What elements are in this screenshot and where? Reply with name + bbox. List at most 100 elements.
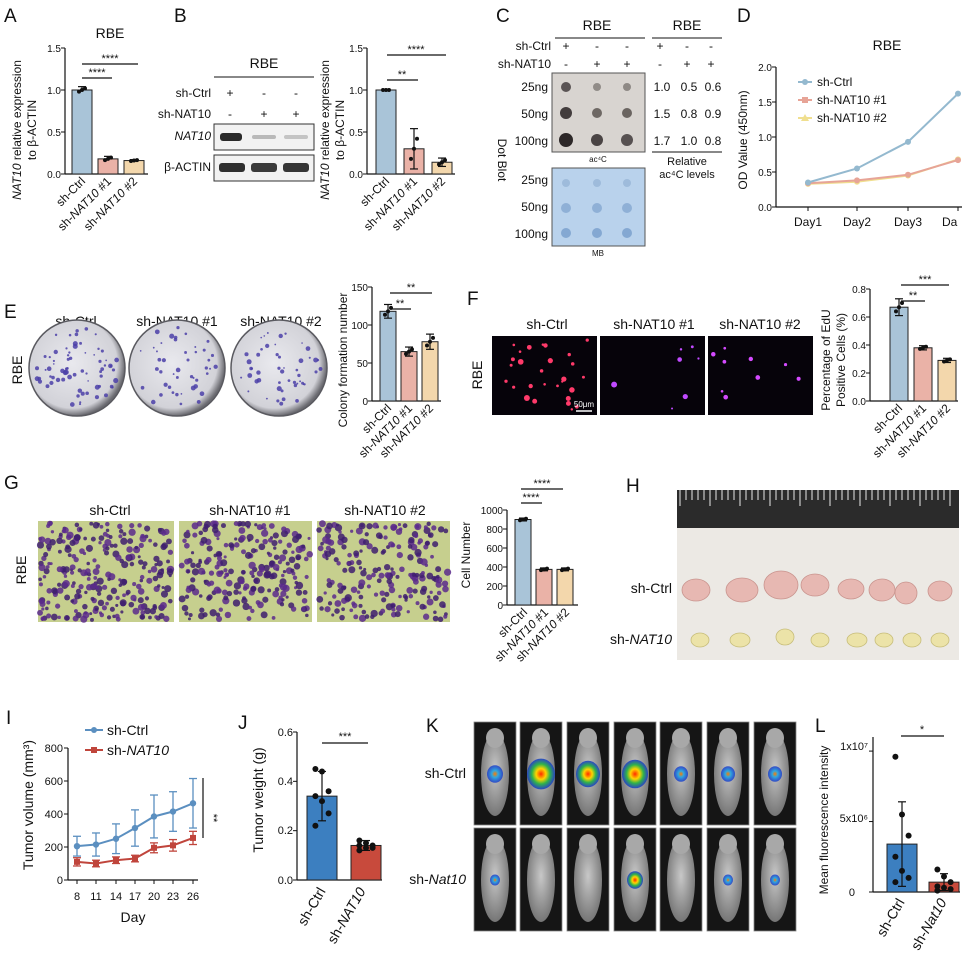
y-tick-label: 0.4 bbox=[278, 776, 293, 788]
y-axis-label: Colony formation number bbox=[336, 293, 350, 428]
migrated-cell bbox=[290, 568, 295, 573]
migrated-cell bbox=[61, 528, 66, 534]
migrated-cell bbox=[371, 572, 376, 578]
migrated-cell bbox=[385, 603, 393, 611]
colony bbox=[68, 351, 71, 354]
migrated-cell bbox=[366, 574, 373, 581]
migrated-cell bbox=[150, 566, 158, 573]
chart-l-plot bbox=[869, 737, 960, 894]
migrated-cell bbox=[197, 567, 206, 575]
bar bbox=[937, 359, 957, 402]
colony bbox=[97, 384, 102, 388]
mouse-head bbox=[579, 728, 597, 748]
migrated-cell bbox=[285, 567, 293, 575]
edu-cell bbox=[539, 369, 544, 373]
colony bbox=[111, 368, 116, 372]
y-axis-label: Percentage of EdU bbox=[819, 309, 833, 410]
migrated-cell bbox=[301, 598, 308, 604]
colony bbox=[98, 359, 102, 363]
mouse-head bbox=[719, 728, 737, 748]
mouse-head bbox=[766, 834, 784, 854]
x-tick-labels: sh-Ctrl sh-NAT10 #1 sh-NAT10 #2 bbox=[356, 401, 437, 461]
migrated-cell bbox=[106, 594, 113, 601]
y-tick-label: 1.5 bbox=[349, 44, 363, 55]
data-point bbox=[407, 349, 411, 354]
lane-sign: - bbox=[709, 39, 713, 53]
colony bbox=[60, 368, 65, 374]
migrated-cell bbox=[261, 523, 267, 528]
chart-title: RBE bbox=[873, 37, 902, 53]
data-point bbox=[170, 842, 176, 849]
data-point bbox=[566, 566, 570, 571]
colony bbox=[295, 399, 299, 403]
colony bbox=[139, 350, 142, 352]
migrated-cell bbox=[69, 539, 76, 547]
migrated-cell bbox=[223, 555, 227, 559]
y-tick-labels: 0.0 0.2 0.4 0.6 0.8 bbox=[852, 285, 866, 408]
y-tick-labels: 0 200 400 600 800 bbox=[45, 743, 63, 887]
bar bbox=[379, 310, 397, 402]
y-tick-label: 100 bbox=[351, 321, 368, 332]
migrated-cell bbox=[404, 598, 408, 602]
bar bbox=[514, 519, 532, 606]
migrated-cell bbox=[184, 611, 189, 616]
edu-cell bbox=[547, 358, 553, 364]
lane-sign: + bbox=[593, 57, 600, 71]
migrated-cell bbox=[167, 598, 173, 604]
data-point bbox=[539, 568, 543, 573]
tumor bbox=[874, 632, 894, 648]
migrated-cell bbox=[216, 570, 223, 578]
migrated-cell bbox=[264, 570, 272, 578]
migrated-cell bbox=[105, 521, 110, 527]
colony bbox=[209, 367, 212, 370]
colony bbox=[278, 381, 281, 385]
migrated-cell bbox=[355, 527, 363, 535]
migrated-cell bbox=[372, 522, 379, 529]
migrated-cell bbox=[191, 522, 199, 530]
migrated-cell bbox=[136, 583, 142, 590]
migrated-cell bbox=[346, 561, 351, 565]
relative-levels: 1.0 0.5 0.6 1.5 0.8 0.9 1.7 1.0 0.8 bbox=[654, 80, 722, 148]
colony bbox=[175, 392, 179, 397]
data-point bbox=[312, 822, 319, 829]
migrated-cell bbox=[295, 589, 303, 596]
colony bbox=[55, 377, 61, 383]
migrated-cell bbox=[424, 563, 429, 567]
y-tick-label: 200 bbox=[486, 582, 503, 593]
migrated-cell bbox=[322, 536, 330, 544]
colony bbox=[154, 367, 159, 371]
migrated-cell bbox=[326, 522, 333, 530]
colony bbox=[189, 374, 194, 379]
migrated-cell bbox=[331, 522, 338, 528]
colony bbox=[207, 358, 211, 362]
migrated-cell bbox=[257, 586, 265, 594]
significance-label: **** bbox=[533, 478, 551, 490]
bioluminescence-signal bbox=[627, 871, 643, 889]
migrated-cell bbox=[327, 539, 335, 546]
colony bbox=[205, 372, 209, 375]
migrated-cell bbox=[379, 590, 385, 596]
edu-cell bbox=[556, 384, 559, 388]
lane-sign: + bbox=[707, 57, 714, 71]
data-point bbox=[899, 867, 905, 874]
lane-sign: + bbox=[292, 107, 299, 121]
colony bbox=[75, 329, 79, 333]
migrated-cell bbox=[90, 596, 95, 601]
migrated-cell bbox=[307, 536, 311, 540]
migrated-cell bbox=[408, 537, 415, 544]
lane-sign: - bbox=[658, 57, 662, 71]
colony bbox=[34, 376, 40, 382]
x-tick-labels: Day1 Day2 Day3 Da bbox=[794, 215, 958, 229]
migrated-cell bbox=[326, 578, 332, 583]
y-tick-label: 50 bbox=[357, 359, 369, 370]
lane-sign: + bbox=[562, 39, 569, 53]
colony bbox=[163, 382, 168, 387]
y-tick-label: 0 bbox=[497, 601, 503, 612]
edu-cell bbox=[611, 381, 618, 388]
migrated-cell bbox=[423, 544, 429, 550]
migrated-cell bbox=[415, 601, 420, 606]
colony bbox=[265, 343, 270, 348]
y-tick-label: 2.0 bbox=[758, 63, 772, 74]
data-point bbox=[892, 853, 899, 860]
migrated-cell bbox=[242, 596, 246, 601]
